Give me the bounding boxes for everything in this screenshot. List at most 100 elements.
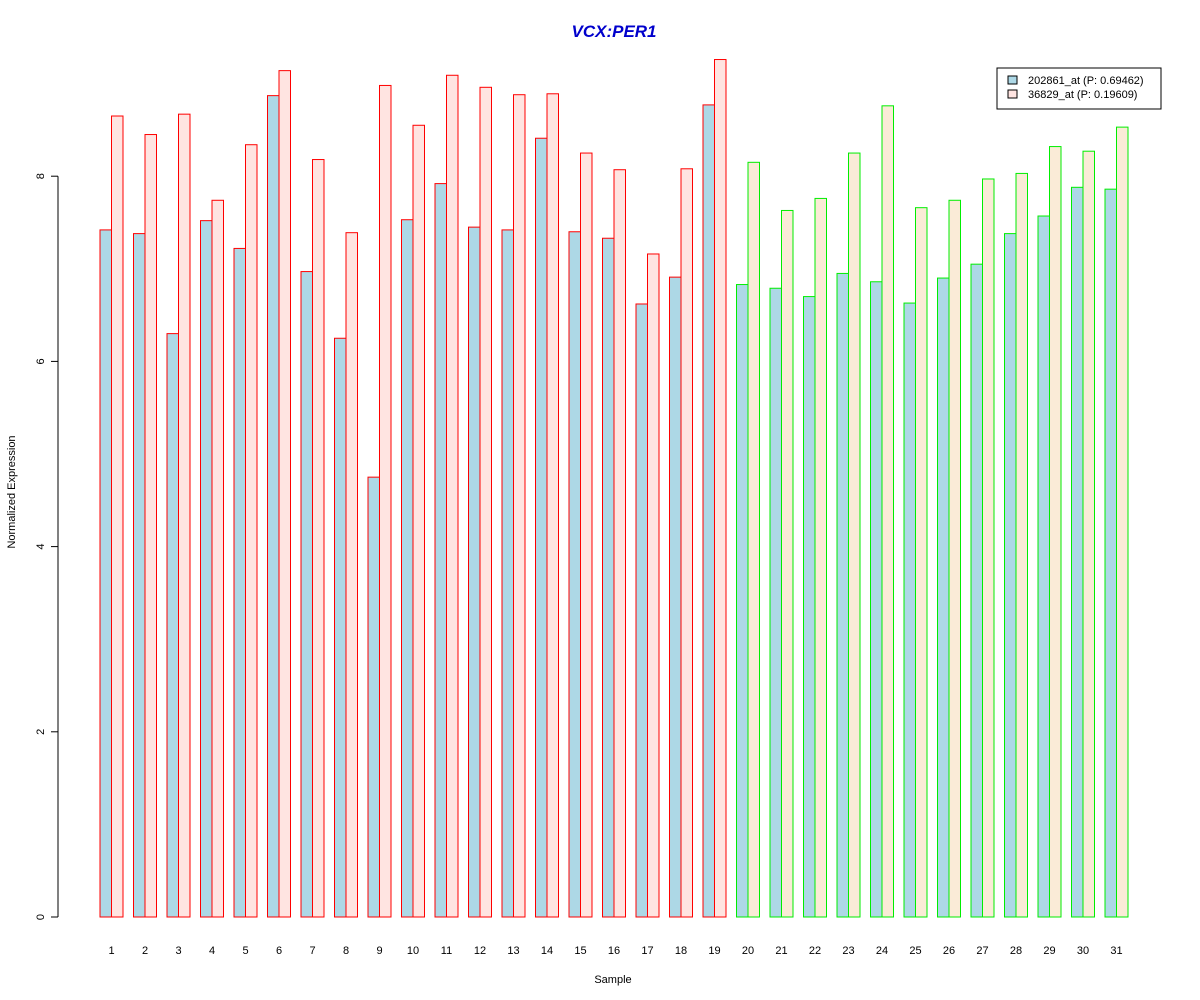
x-tick-label: 29 xyxy=(1043,945,1055,957)
bar-series1 xyxy=(602,237,615,918)
bar-series2 xyxy=(814,197,827,918)
bar-series1 xyxy=(200,220,213,918)
bar-series1 xyxy=(702,104,715,918)
x-tick-label: 30 xyxy=(1077,945,1089,957)
bar-series2 xyxy=(245,144,258,918)
bar-series2 xyxy=(580,152,593,918)
legend-entry-label: 36829_at (P: 0.19609) xyxy=(1028,89,1137,101)
bar-series1 xyxy=(233,247,246,918)
bar-series1 xyxy=(1004,233,1017,918)
bar-series2 xyxy=(647,253,660,918)
bar-series2 xyxy=(680,168,693,918)
bar-series2 xyxy=(982,178,995,918)
x-tick-label: 9 xyxy=(376,945,382,957)
x-tick-label: 13 xyxy=(507,945,519,957)
x-tick-label: 25 xyxy=(909,945,921,957)
bar-series2 xyxy=(278,70,291,918)
x-tick-label: 3 xyxy=(175,945,181,957)
y-tick-label: 2 xyxy=(35,729,47,735)
bar-series2 xyxy=(479,86,492,918)
bar-series2 xyxy=(111,115,124,918)
x-tick-label: 23 xyxy=(842,945,854,957)
bar-series2 xyxy=(948,199,961,918)
y-axis: 0 2 4 6 8 xyxy=(35,173,59,920)
y-axis-label: Normalized Expression xyxy=(6,435,18,548)
bar-series2 xyxy=(345,232,358,918)
x-tick-label: 5 xyxy=(242,945,248,957)
bars-group xyxy=(99,59,1129,918)
bar-series1 xyxy=(468,226,481,918)
y-tick-label: 0 xyxy=(35,914,47,920)
x-tick-label: 24 xyxy=(876,945,888,957)
x-tick-label: 21 xyxy=(775,945,787,957)
x-tick-label: 20 xyxy=(742,945,754,957)
bar-series1 xyxy=(568,231,581,918)
legend-entry-label: 202861_at (P: 0.69462) xyxy=(1028,75,1144,87)
x-tick-label: 4 xyxy=(209,945,215,957)
x-tick-label: 7 xyxy=(309,945,315,957)
x-tick-label: 17 xyxy=(641,945,653,957)
bar-series1 xyxy=(836,272,849,918)
bar-series1 xyxy=(367,476,380,918)
bar-series2 xyxy=(1116,126,1129,918)
bar-series2 xyxy=(546,93,559,918)
bar-series2 xyxy=(714,59,727,918)
x-tick-label: 2 xyxy=(142,945,148,957)
bar-series1 xyxy=(669,276,682,918)
y-tick-label: 8 xyxy=(35,173,47,179)
bar-series2 xyxy=(412,124,425,918)
x-tick-label: 26 xyxy=(943,945,955,957)
x-tick-label: 1 xyxy=(108,945,114,957)
bar-series1 xyxy=(401,219,414,918)
y-tick-label: 4 xyxy=(35,544,47,550)
bar-series1 xyxy=(300,271,313,918)
bar-series2 xyxy=(211,199,224,918)
bar-series1 xyxy=(937,277,950,918)
bar-series2 xyxy=(881,105,894,918)
bar-series1 xyxy=(903,302,916,918)
bar-series1 xyxy=(267,95,280,918)
x-tick-label: 11 xyxy=(441,945,452,957)
bar-series2 xyxy=(1082,150,1095,918)
x-axis-label: Sample xyxy=(594,974,631,986)
bar-series2 xyxy=(513,94,526,918)
bar-series1 xyxy=(535,137,548,918)
bar-series1 xyxy=(434,183,447,918)
legend-swatch xyxy=(1007,89,1018,99)
x-tick-label: 27 xyxy=(976,945,988,957)
x-tick-label: 14 xyxy=(541,945,553,957)
bar-series2 xyxy=(613,169,626,918)
x-tick-label: 28 xyxy=(1010,945,1022,957)
legend-swatch xyxy=(1007,75,1018,85)
x-tick-label: 6 xyxy=(276,945,282,957)
x-tick-label: 18 xyxy=(675,945,687,957)
bar-series1 xyxy=(334,337,347,918)
bar-series2 xyxy=(446,74,459,918)
x-tick-label: 10 xyxy=(407,945,419,957)
bar-series1 xyxy=(166,333,179,918)
bar-series2 xyxy=(915,207,928,918)
x-tick-label: 15 xyxy=(574,945,586,957)
bar-series1 xyxy=(1104,188,1117,918)
bar-series2 xyxy=(178,113,191,918)
bar-series2 xyxy=(379,84,392,918)
bar-series2 xyxy=(1049,146,1062,918)
x-tick-label: 16 xyxy=(608,945,620,957)
x-tick-label: 22 xyxy=(809,945,821,957)
bar-series2 xyxy=(312,159,325,918)
bar-series1 xyxy=(635,303,648,918)
x-tick-label: 31 xyxy=(1110,945,1122,957)
x-tick-label: 12 xyxy=(474,945,486,957)
bar-series1 xyxy=(803,296,816,918)
bar-series1 xyxy=(970,263,983,918)
bar-series1 xyxy=(1037,215,1050,918)
legend: 202861_at (P: 0.69462) 36829_at (P: 0.196… xyxy=(996,67,1162,110)
bar-series1 xyxy=(99,229,112,918)
chart-title: VCX:PER1 xyxy=(571,22,656,41)
bar-series1 xyxy=(769,287,782,918)
bar-series1 xyxy=(1071,186,1084,918)
bar-series2 xyxy=(1015,172,1028,918)
x-tick-label: 8 xyxy=(343,945,349,957)
x-tick-labels: 1 2 3 4 5 6 7 8 9 10 11 12 13 14 15 16 17 18 19 20 21 22 23 24 2… xyxy=(108,945,1122,957)
